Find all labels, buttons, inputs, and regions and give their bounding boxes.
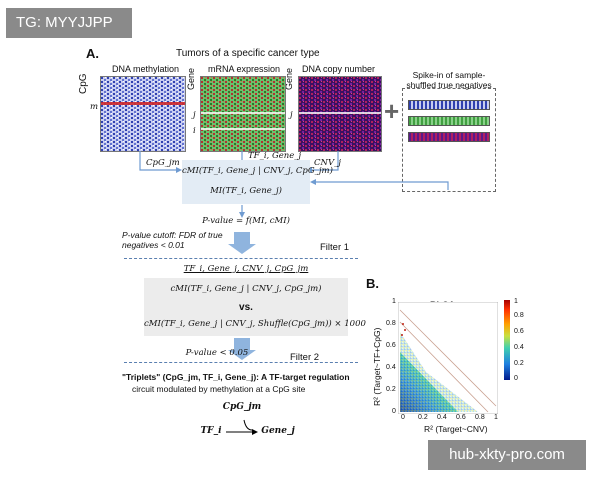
spike-mrna-row [408, 116, 490, 126]
pvalue-threshold: P-value < 0.05 [185, 348, 249, 358]
filter2-line [124, 362, 358, 363]
x-tick-5: 1 [494, 414, 498, 421]
input-tf-label: TF_i, Gene_j [248, 151, 302, 161]
cmi-formula: cMI(TF_i, Gene_j | CNV_j, CpG_jm) [182, 166, 333, 176]
spike-cnv-row [408, 132, 490, 142]
cb-tick-6: 0 [514, 375, 518, 382]
cmi-shuffle-formula: cMI(TF_i, Gene_j | CNV_j, Shuffle(CpG_jm… [144, 319, 366, 329]
panel-a-title: Tumors of a specific cancer type [176, 48, 320, 59]
watermark-tag: TG: MYYJJPP [6, 8, 132, 38]
y-tick-5: 1 [392, 298, 396, 305]
row-j-label-cnv: j [290, 110, 293, 120]
watermark-url: hub-xkty-pro.com [428, 440, 586, 470]
plus-sign: + [384, 96, 400, 126]
colorbar [504, 300, 510, 380]
triplets-body: circuit modulated by methylation at a Cp… [132, 384, 306, 394]
x-tick-4: 0.8 [475, 414, 485, 421]
methylation-title: DNA methylation [112, 64, 180, 74]
x-tick-3: 0.6 [456, 414, 466, 421]
cnv-title: DNA copy number [302, 64, 376, 74]
mi-formula: MI(TF_i, Gene_j) [210, 186, 282, 196]
input-cnv-label: CNV_j [314, 158, 341, 168]
mrna-title: mRNA expression [208, 64, 281, 74]
pvalue-formula: P-value = f(MI, cMI) [202, 216, 290, 226]
mi-formula-box [182, 160, 310, 204]
mrna-heatmap [200, 76, 286, 152]
x-tick-1: 0.2 [418, 414, 428, 421]
scatter-plot [398, 302, 498, 414]
panel-a-label: A. [86, 46, 99, 61]
cmi-test-formula: cMI(TF_i, Gene_j | CNV_j, CpG_jm) [170, 284, 322, 294]
circuit-cpg: CpG_jm [222, 402, 262, 412]
methylation-heatmap [100, 76, 186, 152]
circuit-gene: Gene_j [261, 426, 295, 436]
row-j-label-mrna: j [193, 110, 196, 120]
cb-tick-4: 0.4 [514, 344, 524, 351]
cnv-heatmap [298, 76, 382, 152]
cb-tick-1: 1 [514, 298, 518, 305]
y-tick-4: 0.8 [386, 320, 396, 327]
quadruple-label: TF_i, Gene_j, CNV_j, CpG_jm [183, 264, 309, 274]
x-axis-label: R² (Target~CNV) [424, 424, 488, 434]
filter2-label: Filter 2 [290, 352, 320, 363]
cb-tick-3: 0.6 [514, 328, 524, 335]
y-tick-2: 0.4 [386, 364, 396, 371]
y-tick-3: 0.6 [386, 342, 396, 349]
x-tick-0: 0 [401, 414, 405, 421]
test-box [144, 278, 348, 336]
x-tick-2: 0.4 [437, 414, 447, 421]
row-m-label: m [90, 102, 99, 112]
vs-label: vs. [239, 302, 253, 313]
row-i-label: i [193, 126, 196, 136]
spike-methylation-row [408, 100, 490, 110]
spike-in-box [402, 88, 496, 192]
y-axis-label: R² (Target~TF+CpG) [372, 327, 382, 406]
circuit-tf: TF_i [200, 426, 222, 436]
triplets-heading: "Triplets" (CpG_jm, TF_i, Gene_j): A TF-… [122, 372, 350, 382]
panel-b-label: B. [366, 276, 379, 291]
pvalue-cutoff-note: P-value cutoff: FDR of true negatives < … [122, 230, 223, 250]
spike-in-title: Spike-in of sample-shuffled true negativ… [406, 70, 492, 90]
y-tick-1: 0.2 [386, 386, 396, 393]
cb-tick-5: 0.2 [514, 360, 524, 367]
filter1-line [124, 258, 358, 259]
cb-tick-2: 0.8 [514, 312, 524, 319]
filter1-label: Filter 1 [320, 242, 350, 253]
y-tick-0: 0 [392, 408, 396, 415]
input-cpg-label: CpG_jm [146, 158, 180, 168]
